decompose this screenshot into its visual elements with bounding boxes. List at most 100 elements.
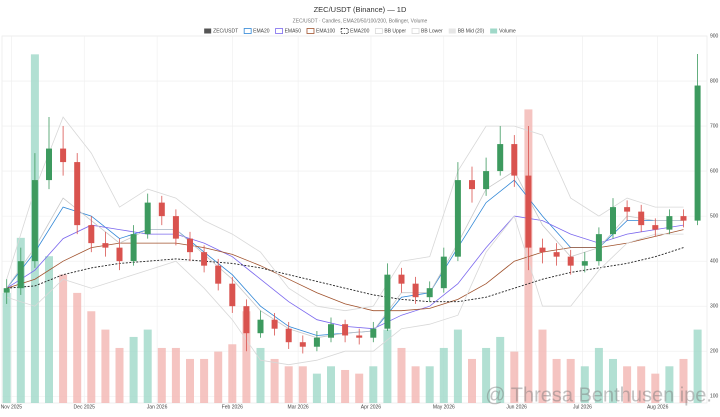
volume-bar (242, 311, 251, 403)
candle-body (553, 252, 560, 257)
legend-swatch (411, 28, 420, 34)
candle-body (17, 261, 24, 289)
x-tick-label: Jul 2026 (573, 404, 592, 410)
plot-area: 100 200 300 400 500 600 700 800 900 Nov 2025 Dec 2… (1, 33, 719, 410)
volume-bar (157, 347, 166, 403)
chart-title: ZEC/USDT (Binance) — 1D (314, 5, 407, 14)
y-tick-label: 500 (710, 213, 719, 219)
volume-bar (665, 366, 674, 403)
volume-bar (651, 373, 660, 403)
volume-bar (369, 366, 378, 403)
volume-bar (496, 336, 505, 403)
volume-bar (143, 329, 152, 403)
legend-swatch (243, 28, 252, 34)
candle-body (3, 288, 10, 293)
legend-label: BB Upper (384, 28, 406, 34)
legend: ZEC/USDT EMA20 EMA50 EMA100 EMA200 BB Upper BB… (204, 28, 516, 34)
volume-bar (186, 358, 194, 403)
candle-body (285, 328, 292, 343)
candle-body (144, 202, 151, 235)
candle-body (313, 337, 320, 347)
candle-body (666, 216, 673, 230)
candle-body (440, 256, 447, 289)
y-tick-label: 100 (710, 394, 719, 400)
volume-bar (552, 358, 561, 403)
volume-bar (637, 366, 646, 403)
candle-body (243, 306, 250, 334)
indicator-line (6, 229, 684, 312)
volume-bar (200, 358, 209, 403)
chart-subtitle: ZEC/USDT · Candles, EMA20/50/100/200, Bo… (293, 18, 428, 24)
volume-bar (256, 347, 265, 403)
indicator-line (6, 215, 684, 366)
candle-body (201, 252, 208, 266)
legend-swatch (448, 28, 456, 34)
volume-bar (510, 351, 519, 403)
legend-swatch (306, 28, 315, 34)
y-tick-label: 900 (710, 33, 719, 39)
volume-bar (397, 347, 406, 403)
candle-body (88, 225, 95, 244)
candle-body (271, 319, 278, 329)
candle-body (454, 180, 461, 257)
volume-bar (129, 336, 138, 403)
volume-bar (468, 358, 476, 403)
watermark: @ Thresa Benthusen ipe. (485, 384, 712, 406)
candle-body (60, 148, 67, 163)
candle-body (412, 283, 419, 298)
candle-body (469, 180, 475, 190)
candle-body (102, 243, 109, 248)
volume-bar (439, 347, 448, 403)
volume-bar (609, 358, 617, 403)
candle-body (511, 144, 518, 176)
legend-label: EMA20 (253, 28, 270, 34)
legend-swatch (275, 28, 283, 34)
candle-body (581, 261, 588, 266)
x-tick-label: Jun 2026 (506, 404, 527, 410)
volume-bar (482, 347, 491, 403)
indicator-line (6, 170, 684, 339)
candle-body (624, 207, 631, 212)
x-tick-label: May 2026 (433, 404, 455, 410)
candle-body (426, 288, 433, 298)
volume-bar (679, 358, 688, 403)
y-tick-label: 800 (710, 78, 719, 84)
volume-bar (298, 366, 307, 403)
candle-body (539, 247, 546, 253)
candle-body (158, 202, 165, 217)
candle-body (229, 283, 236, 307)
x-tick-label: Feb 2026 (222, 404, 243, 410)
volume-bar (171, 347, 180, 403)
candle-body (370, 328, 377, 338)
candle-body (187, 238, 193, 253)
volume-bar (538, 329, 547, 403)
legend-label: EMA50 (285, 28, 302, 34)
volume-bar (73, 292, 82, 403)
volume-bar (341, 369, 350, 403)
legend-label: ZEC/USDT (213, 28, 238, 34)
x-tick-label: Apr 2026 (361, 404, 382, 410)
volume-bar (594, 347, 603, 403)
volume-bar (312, 373, 321, 403)
candle-body (398, 274, 405, 284)
candle-body (652, 225, 659, 230)
volume-bar (115, 347, 124, 403)
candle-body (74, 162, 81, 226)
candle-body (342, 324, 349, 336)
volume-bar (327, 366, 335, 403)
volume-bar (355, 373, 364, 403)
volume-bar (383, 329, 392, 403)
candle-body (567, 256, 574, 266)
volume-bar (101, 329, 110, 403)
volume-bar (693, 329, 702, 403)
candle-body (172, 216, 179, 239)
candle-body (257, 319, 264, 334)
volume-bar (566, 358, 575, 403)
x-tick-label: Mar 2026 (288, 404, 309, 410)
legend-label: Volume (499, 28, 516, 34)
legend-swatch (340, 28, 349, 34)
legend-swatch (374, 28, 383, 34)
legend-label: BB Mid (20) (458, 28, 485, 34)
candle-body (525, 175, 532, 248)
candle-body (130, 234, 137, 262)
